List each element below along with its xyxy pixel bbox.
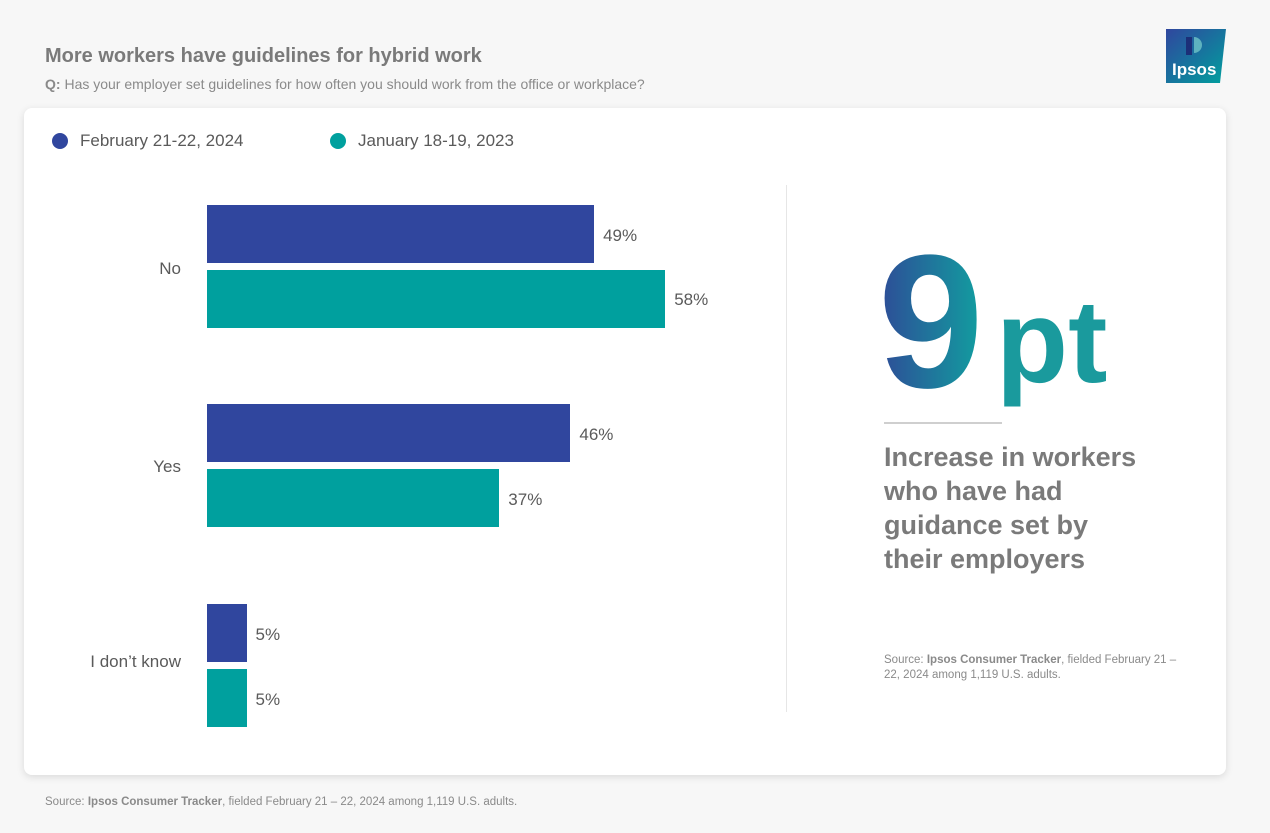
legend-item-2023: January 18-19, 2023 (330, 131, 514, 151)
bar-dont-know-2023 (207, 669, 247, 727)
footer-source-rest: , fielded February 21 – 22, 2024 among 1… (222, 796, 518, 808)
value-label-yes-2023: 37% (508, 490, 543, 509)
legend-swatch-2024 (52, 133, 68, 149)
value-label-yes-2024: 46% (579, 425, 614, 444)
legend-item-2024: February 21-22, 2024 (52, 131, 244, 151)
panel-source-rest: , fielded February 21 – 22, 2024 among 1… (884, 654, 1177, 681)
value-label-no-2024: 49% (603, 226, 638, 245)
big-number: 9 pt (878, 232, 1107, 412)
footer-source-name: Ipsos Consumer Tracker (87, 796, 223, 808)
panel-source-note: Source: Ipsos Consumer Tracker, fielded … (884, 653, 1184, 683)
bar-dont-know-2024 (207, 604, 247, 662)
bar-yes-2024 (207, 404, 571, 462)
category-label-dont-know: I don’t know (90, 652, 181, 671)
panel-divider (786, 185, 787, 712)
logo-text: Ipsos (1172, 60, 1216, 79)
bar-yes-2023 (207, 469, 500, 527)
ipsos-logo: Ipsos (1166, 29, 1226, 83)
legend-swatch-2023 (330, 133, 346, 149)
legend-label-2023: January 18-19, 2023 (358, 131, 514, 150)
question-label: Q: (45, 76, 61, 92)
value-label-dont-know-2023: 5% (255, 690, 281, 709)
category-label-yes: Yes (153, 457, 181, 476)
highlight-description: Increase in workers who have had guidanc… (884, 442, 1137, 574)
footer-source-note: Source: Ipsos Consumer Tracker, fielded … (45, 796, 517, 808)
chart-question: Q: Has your employer set guidelines for … (45, 76, 645, 92)
category-label-no: No (159, 259, 181, 278)
highlight-divider (884, 422, 1002, 424)
panel-source-name: Ipsos Consumer Tracker (926, 654, 1062, 666)
big-number-value: 9 (878, 232, 984, 412)
legend-label-2024: February 21-22, 2024 (80, 131, 244, 150)
bar-no-2024 (207, 205, 595, 263)
bar-no-2023 (207, 270, 666, 328)
chart-title: More workers have guidelines for hybrid … (45, 45, 482, 67)
footer-source-prefix: Source: (45, 796, 85, 808)
big-number-suffix: pt (996, 276, 1107, 408)
value-label-dont-know-2024: 5% (255, 625, 281, 644)
value-label-no-2023: 58% (674, 290, 709, 309)
question-text: Has your employer set guidelines for how… (64, 76, 645, 92)
panel-source-prefix: Source: (884, 654, 924, 666)
